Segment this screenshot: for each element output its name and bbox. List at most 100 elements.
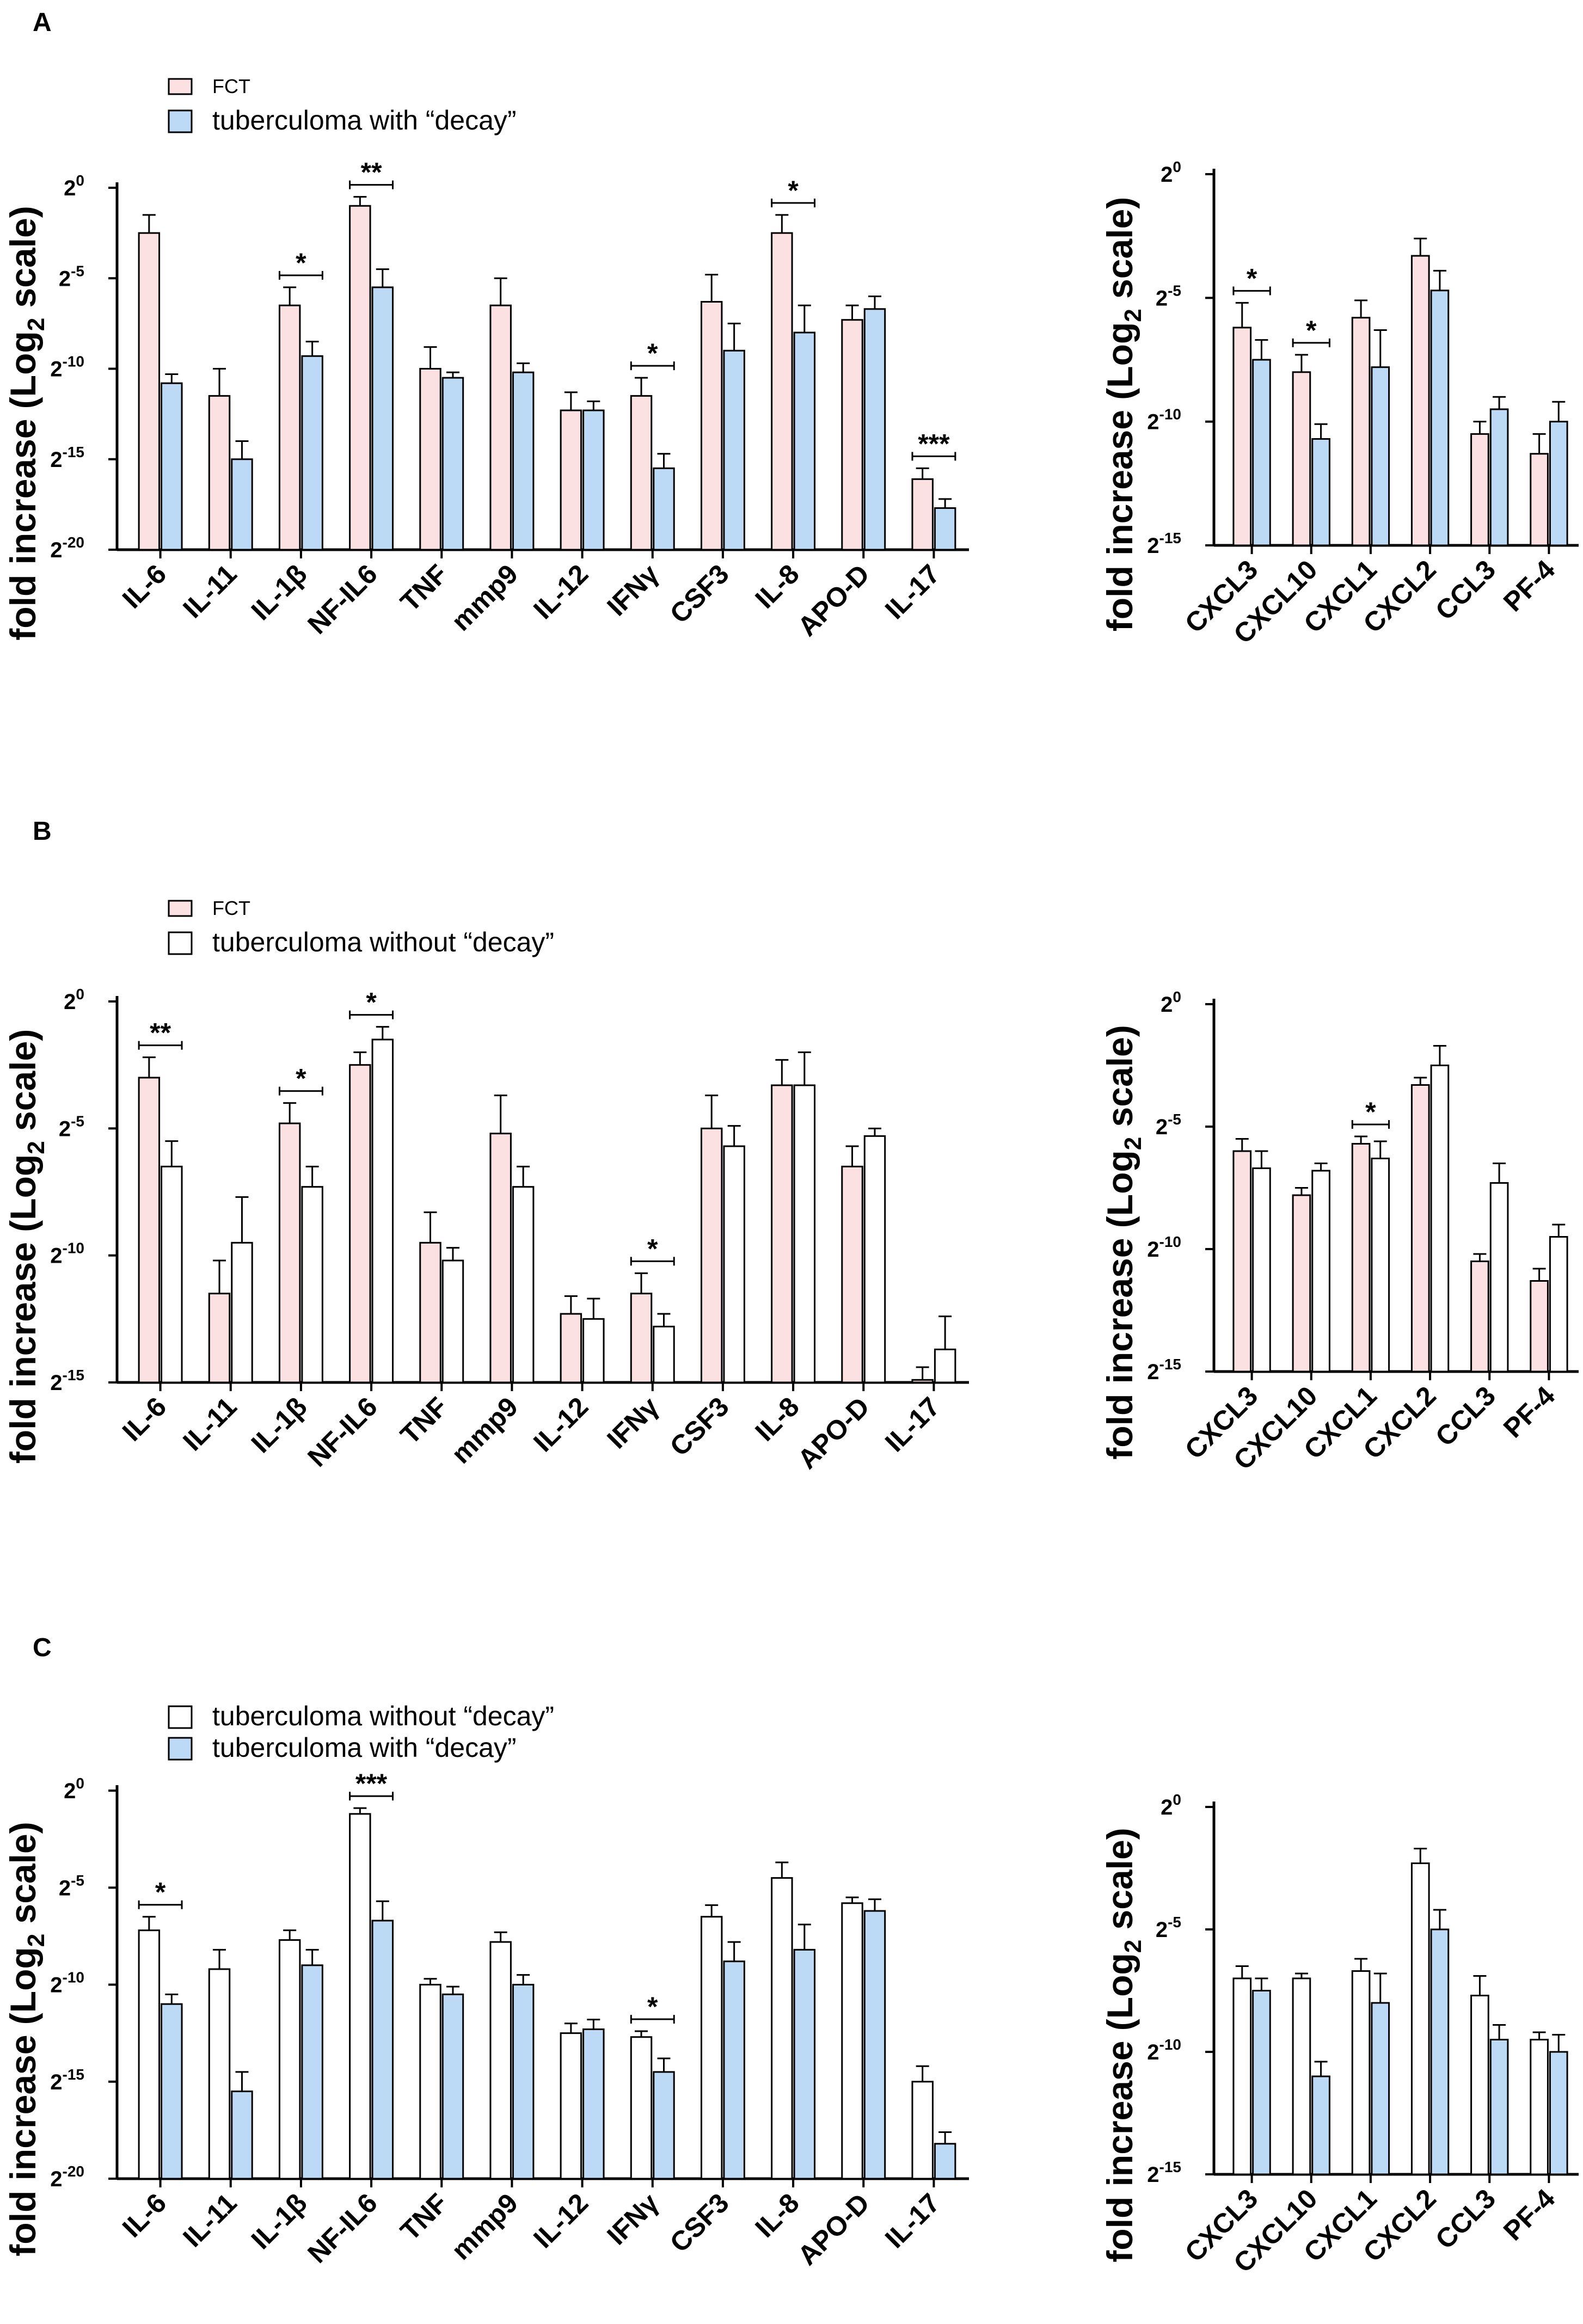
- bar: [278, 1122, 301, 1384]
- x-tick-label: IL-6: [116, 1391, 172, 1447]
- y-tick-label: 2-10: [1147, 1233, 1181, 1262]
- y-axis-title: fold increase (Log2 scale): [3, 206, 50, 640]
- legend-a-label-2: tuberculoma with “decay”: [212, 105, 517, 136]
- bar: [911, 478, 934, 551]
- significance-label: *: [296, 1063, 306, 1094]
- y-tick-label: 2-10: [50, 353, 84, 382]
- bar: [1489, 408, 1509, 546]
- bar: [911, 2081, 934, 2180]
- x-tick-label: PF-4: [1498, 2183, 1561, 2246]
- x-tick-label: mmp9: [445, 1391, 524, 1470]
- y-axis-title: fold increase (Log2 scale): [3, 1029, 50, 1464]
- bar: [911, 1379, 934, 1384]
- x-tick-label: IL-6: [116, 2187, 172, 2243]
- bar: [934, 1348, 956, 1384]
- y-tick-label: 2-5: [1156, 1111, 1181, 1139]
- bar: [161, 382, 183, 551]
- bar: [1252, 359, 1271, 546]
- x-tick-label: NF-IL6: [302, 1391, 383, 1473]
- panel-letter-b: B: [33, 817, 52, 846]
- x-tick-label: APO-D: [792, 1391, 876, 1475]
- bar: [560, 2032, 582, 2180]
- bar: [371, 1920, 394, 2180]
- x-tick-label: IL-11: [177, 558, 242, 624]
- bar: [630, 395, 653, 551]
- bar: [1410, 1084, 1430, 1373]
- bar: [1530, 453, 1549, 546]
- x-tick-label: IL-17: [879, 558, 946, 625]
- x-tick-label: TNF: [395, 2187, 453, 2246]
- bar: [1292, 1977, 1311, 2175]
- y-axis-title: fold increase (Log2 scale): [1100, 197, 1146, 631]
- bar: [1311, 438, 1330, 546]
- x-tick-label: IFNγ: [601, 2187, 664, 2251]
- significance-label: *: [788, 175, 799, 206]
- x-tick-label: CCL3: [1429, 2183, 1501, 2255]
- y-tick-label: 2-15: [50, 444, 84, 472]
- bar: [1549, 421, 1568, 546]
- bar: [771, 232, 793, 551]
- bar: [278, 1939, 301, 2180]
- significance-label: *: [647, 1991, 658, 2022]
- y-tick-label: 20: [1161, 158, 1181, 187]
- x-tick-label: IL-8: [749, 2187, 805, 2243]
- bar: [1292, 371, 1311, 546]
- x-tick-label: IL-1β: [246, 2187, 313, 2255]
- bar: [1232, 327, 1252, 546]
- bar: [231, 2091, 253, 2180]
- y-tick-label: 2-5: [1156, 282, 1181, 310]
- x-tick-label: CSF3: [664, 2187, 735, 2258]
- y-tick-label: 2-5: [59, 1112, 84, 1141]
- y-tick-label: 2-10: [1147, 2036, 1181, 2064]
- x-tick-label: TNF: [395, 1391, 453, 1450]
- y-tick-label: 2-10: [50, 1240, 84, 1268]
- y-tick-label: 2-15: [1147, 2159, 1181, 2187]
- bar: [489, 1133, 512, 1384]
- bar: [934, 507, 956, 551]
- bar: [301, 355, 323, 551]
- bar: [231, 458, 253, 551]
- bar: [771, 1084, 793, 1384]
- y-tick-label: 2-15: [1147, 1356, 1181, 1384]
- bar: [419, 1984, 441, 2180]
- legend-c-swatch-2: [168, 1737, 193, 1761]
- bar: [1371, 1158, 1390, 1373]
- x-tick-label: APO-D: [792, 2187, 876, 2271]
- significance-label: *: [296, 248, 306, 278]
- y-tick-label: 20: [64, 172, 84, 200]
- x-tick-label: IL-12: [527, 2187, 594, 2254]
- x-tick-label: TNF: [395, 558, 453, 617]
- legend-c-label-1: tuberculoma without “decay”: [212, 1701, 554, 1731]
- bar: [700, 300, 723, 551]
- bar: [1489, 1182, 1509, 1373]
- bar: [208, 1293, 231, 1384]
- bar: [771, 1877, 793, 2180]
- x-tick-label: IL-17: [879, 2187, 946, 2254]
- bar: [1549, 1236, 1568, 1373]
- bar: [1252, 1990, 1271, 2175]
- legend-a: FCT tuberculoma with “decay”: [168, 75, 517, 136]
- bar: [723, 1960, 745, 2180]
- x-tick-label: IL-12: [527, 558, 594, 625]
- x-tick-label: IL-12: [527, 1391, 594, 1458]
- bar: [1430, 1928, 1450, 2175]
- bar: [441, 1993, 464, 2180]
- bar: [841, 1165, 863, 1384]
- x-tick-label: IL-17: [879, 1391, 946, 1458]
- significance-label: *: [647, 338, 658, 368]
- legend-a-swatch-2: [168, 109, 193, 133]
- bar: [231, 1241, 253, 1384]
- bar: [1530, 1280, 1549, 1373]
- legend-b-swatch-2: [168, 931, 193, 955]
- bar: [1371, 366, 1390, 546]
- x-tick-label: IFNγ: [601, 1391, 664, 1454]
- bar: [1311, 2075, 1330, 2175]
- bar: [489, 1941, 512, 2180]
- bar: [1252, 1167, 1271, 1373]
- bar: [489, 304, 512, 551]
- x-tick-label: APO-D: [792, 558, 876, 642]
- bar: [1351, 317, 1371, 546]
- y-tick-label: 2-10: [1147, 406, 1181, 434]
- legend-b-label-1: FCT: [212, 897, 250, 919]
